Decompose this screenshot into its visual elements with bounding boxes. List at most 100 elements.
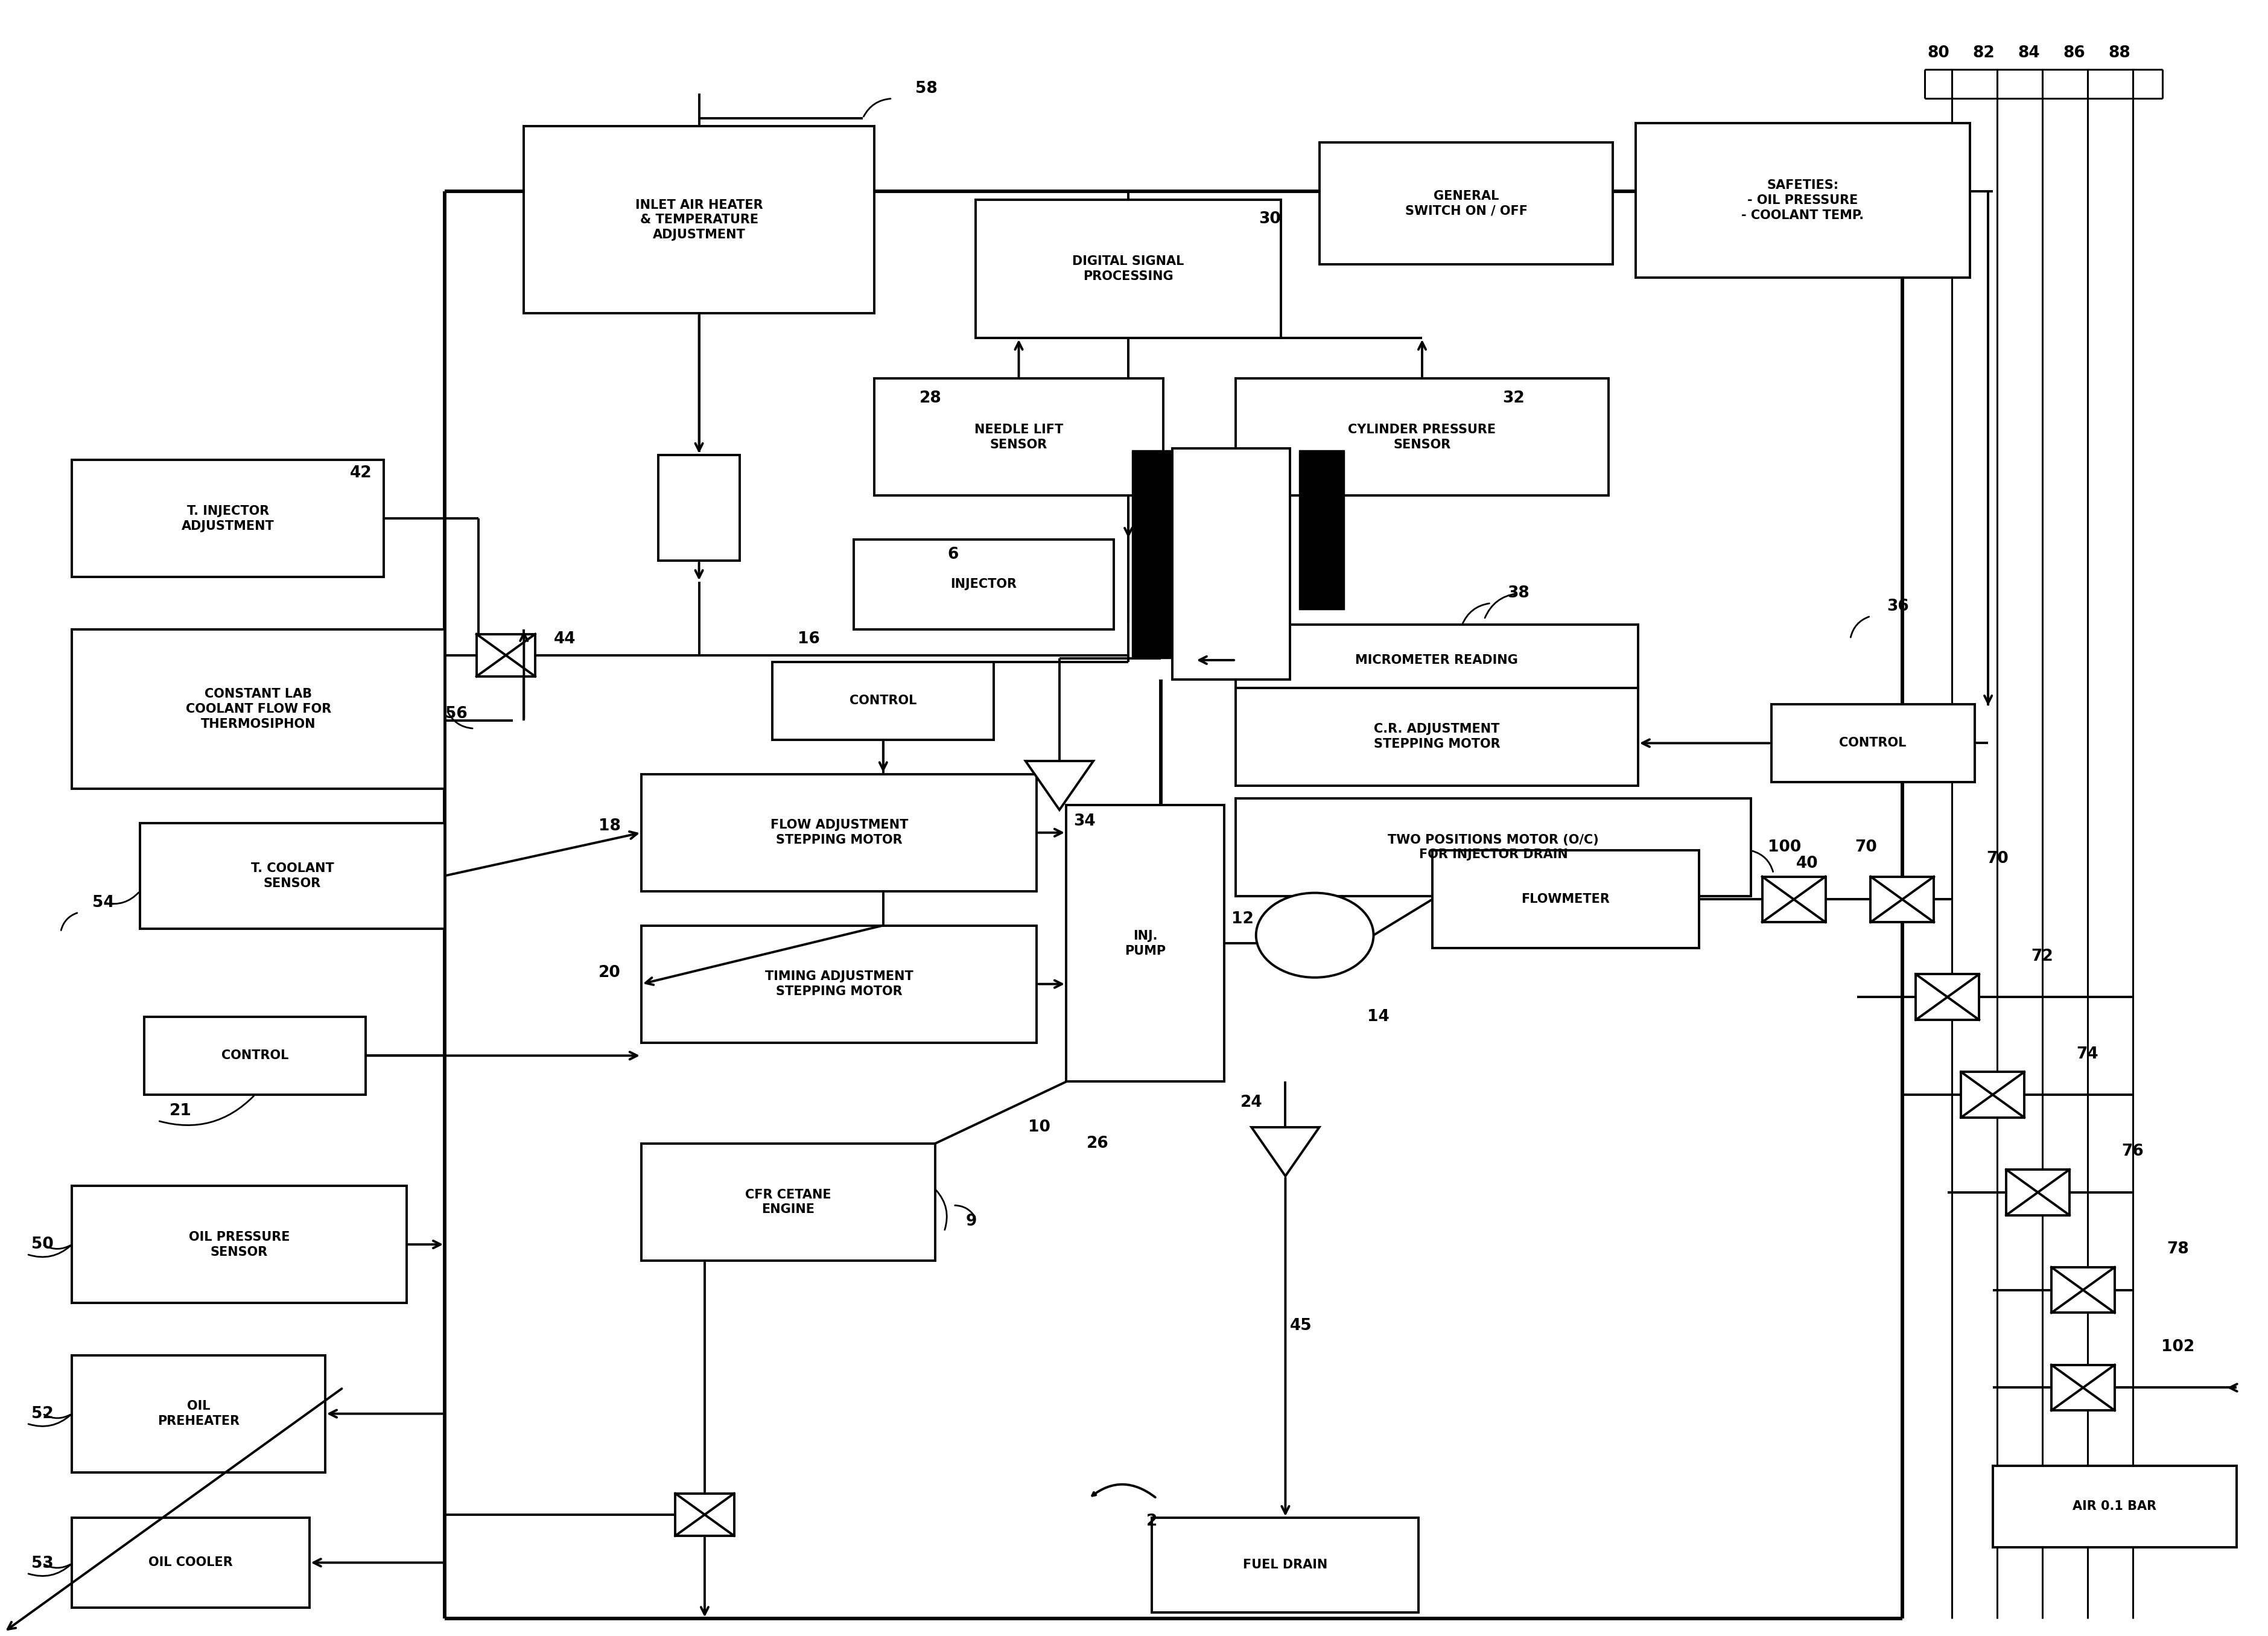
Text: 21: 21	[170, 1103, 191, 1119]
Text: 74: 74	[2077, 1045, 2098, 1062]
Text: CONTROL: CONTROL	[1839, 738, 1907, 749]
Text: OIL COOLER: OIL COOLER	[147, 1556, 234, 1569]
Bar	[773, 661, 993, 739]
Text: 50: 50	[32, 1237, 54, 1252]
Text: C.R. ADJUSTMENT
STEPPING MOTOR: C.R. ADJUSTMENT STEPPING MOTOR	[1374, 723, 1499, 751]
Bar	[642, 774, 1036, 892]
Text: 78: 78	[2166, 1242, 2189, 1256]
Text: 30: 30	[1259, 211, 1281, 227]
Text: 70: 70	[1855, 839, 1878, 856]
Text: 53: 53	[32, 1556, 54, 1571]
Bar	[141, 823, 445, 929]
Bar	[1152, 1518, 1420, 1611]
Text: 24: 24	[1241, 1094, 1263, 1111]
Text: INJ.
PUMP: INJ. PUMP	[1125, 929, 1166, 957]
Text: 34: 34	[1073, 813, 1095, 829]
Text: 56: 56	[445, 707, 467, 721]
Text: SAFETIES:
- OIL PRESSURE
- COOLANT TEMP.: SAFETIES: - OIL PRESSURE - COOLANT TEMP.	[1742, 180, 1864, 221]
Bar	[975, 200, 1281, 339]
Bar	[2007, 1170, 2068, 1216]
Text: CFR CETANE
ENGINE: CFR CETANE ENGINE	[746, 1189, 832, 1216]
Bar	[1962, 1072, 2025, 1117]
Text: 80: 80	[1928, 46, 1950, 61]
Text: NEEDLE LIFT
SENSOR: NEEDLE LIFT SENSOR	[975, 424, 1064, 450]
Text: 16: 16	[798, 631, 819, 646]
Text: 18: 18	[599, 818, 621, 834]
Text: 10: 10	[1027, 1119, 1050, 1135]
Bar	[642, 1144, 934, 1261]
Bar	[642, 926, 1036, 1042]
Text: DIGITAL SIGNAL
PROCESSING: DIGITAL SIGNAL PROCESSING	[1073, 255, 1184, 281]
Text: 102: 102	[2161, 1340, 2195, 1355]
Text: 72: 72	[2032, 949, 2053, 964]
Bar	[1173, 448, 1290, 679]
Text: MICROMETER READING: MICROMETER READING	[1356, 654, 1517, 666]
Bar	[1236, 687, 1637, 785]
Bar	[1236, 378, 1608, 496]
Text: 45: 45	[1290, 1319, 1313, 1333]
Bar	[676, 1494, 735, 1536]
Text: 32: 32	[1501, 391, 1524, 406]
Text: INLET AIR HEATER
& TEMPERATURE
ADJUSTMENT: INLET AIR HEATER & TEMPERATURE ADJUSTMEN…	[635, 200, 762, 240]
Text: 40: 40	[1796, 856, 1819, 872]
Bar	[1132, 450, 1173, 659]
Bar	[658, 455, 739, 561]
Bar	[1236, 798, 1751, 897]
Bar	[2050, 1364, 2114, 1410]
Text: OIL PRESSURE
SENSOR: OIL PRESSURE SENSOR	[188, 1230, 290, 1258]
Text: 38: 38	[1506, 586, 1529, 602]
Text: 20: 20	[599, 965, 621, 980]
Text: CONTROL: CONTROL	[850, 695, 916, 707]
Text: 36: 36	[1887, 599, 1910, 614]
Text: 42: 42	[349, 465, 372, 481]
Bar	[1762, 877, 1826, 923]
Text: INJECTOR: INJECTOR	[950, 579, 1016, 591]
Bar	[1771, 703, 1975, 782]
Bar	[476, 635, 535, 676]
Text: AIR 0.1 BAR: AIR 0.1 BAR	[2073, 1500, 2157, 1513]
Text: 84: 84	[2019, 46, 2039, 61]
Text: 54: 54	[93, 895, 116, 911]
Text: GENERAL
SWITCH ON / OFF: GENERAL SWITCH ON / OFF	[1404, 190, 1526, 218]
Bar	[873, 378, 1163, 496]
Bar	[1320, 142, 1613, 265]
Bar	[73, 630, 445, 789]
Text: 6: 6	[948, 546, 959, 563]
Bar	[1236, 625, 1637, 695]
Text: TWO POSITIONS MOTOR (O/C)
FOR INJECTOR DRAIN: TWO POSITIONS MOTOR (O/C) FOR INJECTOR D…	[1388, 834, 1599, 861]
Bar	[73, 1186, 406, 1302]
Text: 26: 26	[1086, 1135, 1109, 1152]
Circle shape	[1256, 893, 1374, 977]
Bar	[2050, 1268, 2114, 1312]
Text: OIL
PREHEATER: OIL PREHEATER	[156, 1400, 240, 1427]
Bar	[524, 126, 873, 314]
Bar	[73, 460, 383, 578]
Bar	[853, 540, 1114, 630]
Text: 12: 12	[1232, 911, 1254, 926]
Bar	[73, 1518, 308, 1608]
Text: 82: 82	[1973, 46, 1994, 61]
Text: FUEL DRAIN: FUEL DRAIN	[1243, 1559, 1327, 1571]
Text: TIMING ADJUSTMENT
STEPPING MOTOR: TIMING ADJUSTMENT STEPPING MOTOR	[764, 970, 914, 998]
Text: 70: 70	[1987, 851, 2007, 867]
Bar	[1066, 805, 1225, 1081]
Polygon shape	[1252, 1127, 1320, 1176]
Text: FLOW ADJUSTMENT
STEPPING MOTOR: FLOW ADJUSTMENT STEPPING MOTOR	[771, 820, 907, 846]
Text: CONSTANT LAB
COOLANT FLOW FOR
THERMOSIPHON: CONSTANT LAB COOLANT FLOW FOR THERMOSIPH…	[186, 689, 331, 730]
Bar	[1300, 450, 1345, 610]
Bar	[1871, 877, 1935, 923]
Bar	[1433, 851, 1699, 949]
Text: 52: 52	[32, 1405, 54, 1422]
Polygon shape	[1025, 761, 1093, 810]
Text: CYLINDER PRESSURE
SENSOR: CYLINDER PRESSURE SENSOR	[1347, 424, 1497, 450]
Text: 14: 14	[1368, 1009, 1388, 1024]
Text: 44: 44	[553, 631, 576, 646]
Text: CONTROL: CONTROL	[222, 1050, 288, 1062]
Text: 76: 76	[2121, 1144, 2143, 1160]
Text: T. INJECTOR
ADJUSTMENT: T. INJECTOR ADJUSTMENT	[181, 506, 274, 532]
Bar	[73, 1355, 324, 1472]
Text: 9: 9	[966, 1214, 978, 1230]
Text: T. COOLANT
SENSOR: T. COOLANT SENSOR	[252, 862, 333, 890]
Text: 86: 86	[2064, 46, 2084, 61]
Bar	[1635, 123, 1971, 278]
